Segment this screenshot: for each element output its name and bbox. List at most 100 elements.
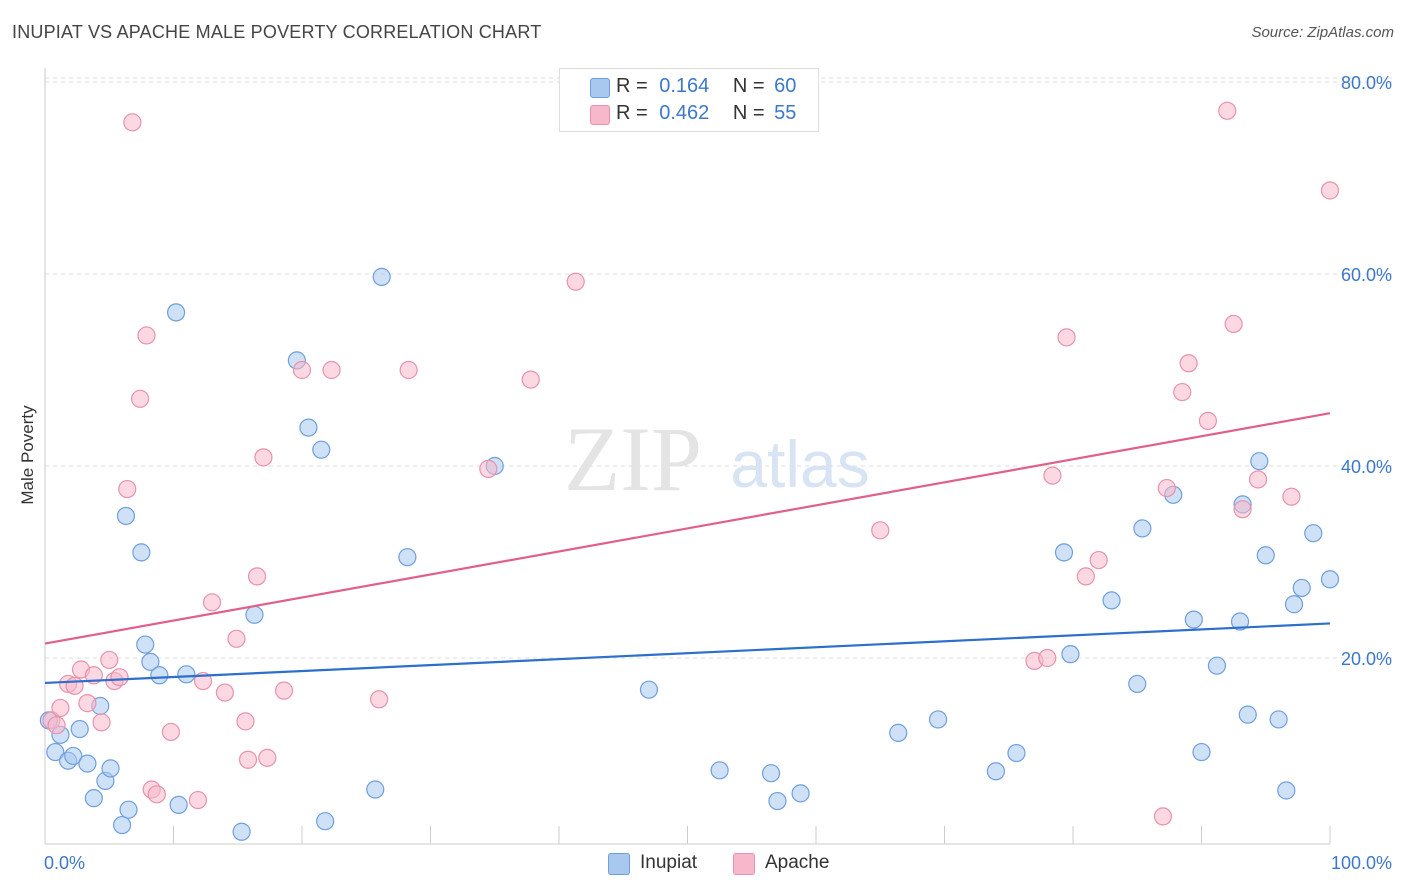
apache-point: [274, 681, 294, 700]
inupiat-point: [46, 742, 65, 762]
apache-point: [118, 479, 137, 499]
x-tick-label: 100.0%: [1331, 853, 1392, 873]
apache-point: [215, 683, 234, 702]
inupiat-point: [1238, 705, 1257, 724]
inupiat-point: [1230, 612, 1250, 631]
apache-point: [1282, 487, 1301, 506]
apache-point: [236, 712, 255, 731]
apache-point: [1224, 314, 1243, 334]
inupiat-point: [928, 710, 948, 729]
chart-title: INUPIAT VS APACHE MALE POVERTY CORRELATI…: [12, 22, 542, 42]
inupiat-legend-swatch: [608, 853, 630, 875]
inupiat-point: [141, 652, 160, 671]
inupiat-point: [64, 746, 83, 766]
apache-point: [1320, 181, 1340, 200]
apache-legend-swatch: [733, 853, 755, 875]
inupiat-point: [1284, 595, 1304, 614]
apache-point: [1198, 411, 1218, 430]
apache-point: [78, 694, 97, 713]
apache-point: [1157, 478, 1176, 498]
apache-point: [130, 389, 150, 408]
apache-point: [238, 750, 258, 769]
y-tick-label: 80.0%: [1341, 73, 1392, 93]
apache-point: [871, 521, 890, 540]
inupiat-point: [119, 800, 138, 819]
apache-point: [292, 360, 312, 380]
inupiat-point: [136, 635, 155, 654]
inupiat-point: [1133, 519, 1152, 538]
apache-point: [370, 690, 389, 709]
inupiat-point: [1054, 543, 1074, 562]
apache-point: [1043, 466, 1062, 485]
inupiat-point: [232, 822, 251, 841]
apache-point: [51, 698, 70, 718]
apache-point: [247, 567, 267, 586]
apache-point: [1153, 807, 1173, 826]
apache-point: [47, 716, 66, 735]
legend-item-apache: Apache: [733, 852, 830, 875]
tick-labels: 20.0% 40.0% 60.0% 80.0% 0.0% 100.0%: [44, 73, 1392, 873]
apache-point: [110, 668, 129, 687]
inupiat-trend-line: [44, 622, 1331, 685]
inupiat-point: [1320, 570, 1340, 589]
apache-point: [521, 370, 540, 389]
y-axis-label: Male Poverty: [18, 405, 37, 505]
watermark-zip: ZIP: [564, 408, 702, 510]
inupiat-point: [101, 759, 120, 778]
inupiat-point: [84, 789, 103, 808]
source-label: Source: ZipAtlas.com: [1251, 24, 1394, 41]
apache-point: [161, 722, 181, 742]
apache-point: [322, 360, 341, 380]
inupiat-point: [316, 812, 335, 831]
apache-point: [1173, 382, 1192, 402]
inupiat-point: [366, 780, 385, 799]
r-value: 0.164: [659, 75, 710, 97]
apache-point: [399, 360, 418, 380]
inupiat-point: [150, 666, 169, 685]
apache-point: [202, 593, 222, 612]
y-tick-label: 20.0%: [1341, 649, 1392, 669]
apache-point: [479, 459, 498, 478]
inupiat-point: [245, 605, 264, 624]
n-value: 60: [774, 75, 797, 97]
n-label: N =: [732, 75, 765, 97]
apache-trend-line: [44, 412, 1331, 645]
apache-point: [188, 790, 208, 810]
correlation-legend: R = 0.164 N = 60 R = 0.462 N = 55: [559, 68, 819, 132]
apache-point: [1089, 550, 1108, 570]
inupiat-point: [768, 791, 787, 811]
inupiat-point: [1007, 743, 1026, 763]
inupiat-point: [112, 815, 132, 835]
n-value: 55: [774, 102, 797, 124]
apache-point: [123, 113, 142, 132]
apache-point: [1038, 648, 1057, 668]
inupiat-point: [639, 680, 659, 699]
inupiat-point: [1292, 578, 1311, 598]
inupiat-point: [889, 723, 908, 742]
inupiat-points: [39, 267, 1340, 841]
apache-points: [42, 101, 1340, 826]
inupiat-point: [1102, 591, 1121, 610]
inupiat-point: [299, 418, 318, 437]
apache-point: [1248, 470, 1268, 489]
inupiat-point: [1128, 674, 1147, 694]
inupiat-point: [398, 548, 417, 567]
inupiat-point: [710, 761, 729, 780]
apache-point: [254, 448, 273, 467]
inupiat-point: [1192, 742, 1211, 762]
x-tick-label: 0.0%: [44, 853, 85, 873]
r-value: 0.462: [659, 102, 710, 124]
watermark: ZIP atlas: [564, 408, 870, 510]
legend-item-inupiat: Inupiat: [608, 852, 697, 875]
legend-label: Apache: [765, 852, 830, 873]
inupiat-point: [1277, 781, 1296, 800]
apache-point: [65, 676, 84, 695]
inupiat-point: [166, 303, 186, 322]
inupiat-point: [1207, 656, 1227, 675]
r-label: R =: [616, 102, 648, 124]
inupiat-point: [1061, 645, 1080, 664]
apache-point: [566, 272, 585, 291]
series-legend: Inupiat Apache: [0, 852, 1406, 878]
legend-row-apache: R = 0.462 N = 55: [590, 102, 797, 126]
